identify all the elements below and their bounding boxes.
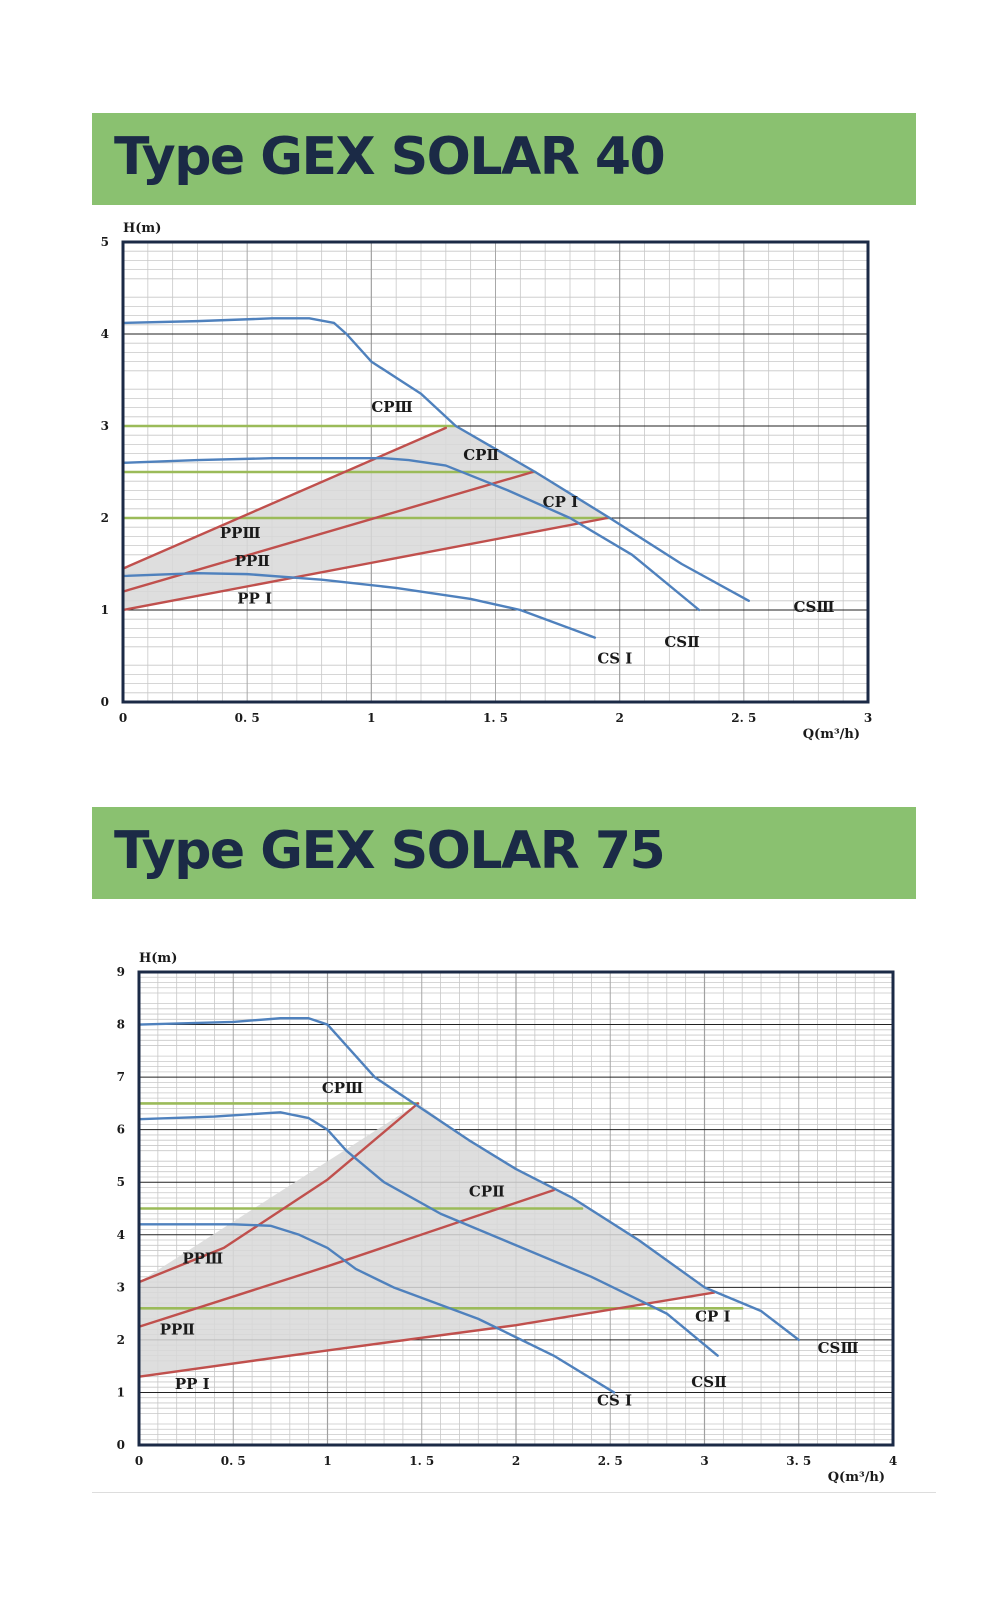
x-axis-title: Q(m³/h)	[803, 727, 860, 742]
curve-cs-3	[137, 1017, 800, 1342]
curve-label: PPⅡ	[235, 552, 270, 570]
curve-label: CP Ⅰ	[695, 1307, 730, 1325]
curve-label: PP Ⅰ	[175, 1375, 210, 1393]
pump-curve-chart-gex-solar-75: 0 0. 5 1 1. 5 2 2. 5 3 3. 5 4 0 1 2 3 4 5 6 7 8 9 H(m) Q(m³/…	[117, 951, 898, 1485]
y-tick-label: 4	[101, 327, 109, 341]
y-tick-label: 2	[117, 1333, 125, 1347]
plot-frame	[137, 970, 895, 1447]
x-tick-label: 1	[323, 1454, 331, 1468]
curve-label: CSⅡ	[664, 633, 699, 651]
curve-cs-3	[121, 317, 750, 602]
x-tick-label: 1. 5	[409, 1454, 434, 1468]
curve-pp-1	[121, 516, 609, 612]
x-tick-label: 2	[615, 711, 623, 725]
y-tick-label: 4	[117, 1228, 125, 1242]
y-axis-title: H(m)	[139, 951, 177, 966]
curve-label: CPⅢ	[322, 1079, 363, 1097]
curve-label: PPⅢ	[182, 1250, 223, 1268]
y-tick-label: 7	[117, 1070, 125, 1084]
x-tick-label: 2. 5	[598, 1454, 623, 1468]
curve-cs-2	[137, 1111, 719, 1357]
curve-pp-3	[121, 426, 448, 570]
x-tick-label: 1. 5	[483, 711, 508, 725]
x-tick-label: 3. 5	[786, 1454, 811, 1468]
curve-label: CS Ⅰ	[597, 1392, 632, 1410]
y-tick-label: 6	[117, 1123, 125, 1137]
y-axis-title: H(m)	[123, 221, 161, 236]
curve-label: PPⅢ	[220, 524, 261, 542]
x-tick-label: 2	[512, 1454, 520, 1468]
curve-pp-2	[121, 470, 534, 593]
y-tick-label: 9	[117, 965, 125, 979]
x-tick-label: 3	[864, 711, 872, 725]
y-tick-label: 3	[101, 419, 109, 433]
pump-curve-chart-gex-solar-40: 0 0. 5 1 1. 5 2 2. 5 3 0 1 2 3 4 5 H(m) Q(m³/h) CPⅢ CPⅡ C…	[101, 221, 873, 742]
title-banner-gex-solar-75: Type GEX SOLAR 75	[92, 807, 916, 899]
chart-title: Type GEX SOLAR 40	[114, 127, 666, 187]
curve-label: PPⅡ	[160, 1321, 195, 1339]
curve-label: CSⅢ	[818, 1339, 859, 1357]
curve-label: CS Ⅰ	[597, 649, 632, 667]
x-tick-label: 0. 5	[235, 711, 260, 725]
curve-label: CPⅢ	[371, 398, 412, 416]
y-tick-label: 0	[117, 1438, 125, 1452]
curve-label: CPⅡ	[463, 446, 499, 464]
x-tick-label: 1	[367, 711, 375, 725]
y-tick-label: 1	[101, 603, 109, 617]
chart-title: Type GEX SOLAR 75	[114, 821, 666, 881]
y-tick-label: 3	[117, 1280, 125, 1294]
y-tick-label: 1	[117, 1385, 125, 1399]
y-tick-label: 8	[117, 1018, 125, 1032]
curve-pp-1	[137, 1291, 716, 1378]
title-banner-gex-solar-40: Type GEX SOLAR 40	[92, 113, 916, 205]
x-tick-label: 0. 5	[221, 1454, 246, 1468]
x-axis-title: Q(m³/h)	[828, 1470, 885, 1485]
y-tick-label: 5	[101, 235, 109, 249]
curve-cs-1	[137, 1223, 616, 1394]
x-tick-label: 4	[889, 1454, 897, 1468]
curve-pp-3	[137, 1102, 420, 1284]
y-tick-label: 0	[101, 695, 109, 709]
curve-label: CP Ⅰ	[543, 493, 578, 511]
x-tick-label: 3	[700, 1454, 708, 1468]
curve-cs-2	[121, 456, 701, 612]
curve-label: CSⅢ	[794, 598, 835, 616]
y-tick-label: 5	[117, 1175, 125, 1189]
divider	[92, 1492, 936, 1493]
x-tick-label: 2. 5	[731, 711, 756, 725]
curve-label: CPⅡ	[469, 1182, 505, 1200]
x-tick-label: 0	[119, 711, 127, 725]
plot-frame	[121, 240, 870, 704]
curve-pp-2	[137, 1188, 555, 1328]
x-tick-label: 0	[135, 1454, 143, 1468]
curve-cs-1	[121, 572, 597, 639]
y-tick-label: 2	[101, 511, 109, 525]
curve-label: CSⅡ	[691, 1373, 726, 1391]
curve-label: PP Ⅰ	[237, 590, 272, 608]
